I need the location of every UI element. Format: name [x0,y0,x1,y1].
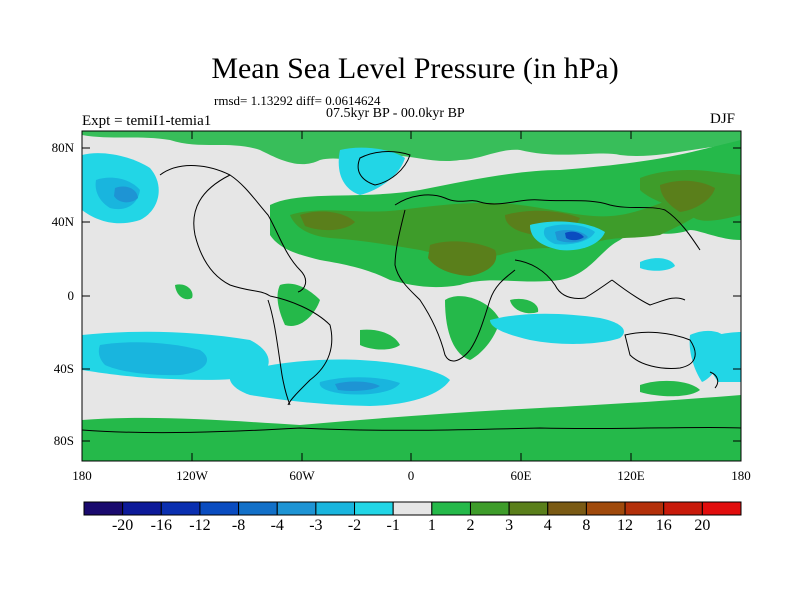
colorbar-label: -8 [231,517,246,534]
colorbar-label: 20 [694,517,711,534]
lat-label-0: 0 [67,288,75,303]
lat-label-80n: 80N [51,140,74,155]
coastlines [82,151,741,434]
lat-label-40n: 40N [51,214,74,229]
colorbar-label: -12 [189,517,211,534]
colorbar-swatch [392,501,433,516]
season-label: DJF [710,111,736,127]
colorbar-swatch [354,501,394,516]
negative-3-4-regions [114,186,588,391]
lat-ticks [82,147,741,442]
negative-4-8-regions [565,231,584,241]
lat-label-40s: 40S [53,361,74,376]
colorbar-swatch [624,501,665,516]
colorbar-swatch [199,501,240,516]
lat-label-80s: 80S [53,433,74,448]
lon-label-60e: 60E [510,468,532,483]
colorbar-swatch [663,501,703,516]
colorbar-swatch [547,501,587,516]
colorbar-swatch [508,501,549,516]
colorbar-swatch [701,501,742,516]
lon-label-180w: 180 [72,468,92,483]
colorbar-label: -4 [270,517,284,534]
colorbar-label: -16 [150,517,172,534]
colorbar-swatch [238,501,278,516]
lon-label-180e: 180 [731,468,751,483]
lon-label-120w: 120W [176,468,208,483]
stats-text: rmsd= 1.13292 diff= 0.0614624 [214,93,381,108]
colorbar-label: 8 [582,517,591,534]
colorbar-swatch [160,501,201,516]
colorbar-swatch [585,501,626,516]
plot-title: Mean Sea Level Pressure (in hPa) [211,52,619,85]
lon-label-60w: 60W [289,468,315,483]
period-label: 07.5kyr BP - 00.0kyr BP [326,106,465,121]
colorbar-label: -20 [111,517,134,534]
colorbar-label: -2 [347,517,362,534]
colorbar-swatch [431,501,471,516]
colorbar-label: 16 [655,517,672,534]
colorbar-label: 12 [617,517,634,534]
lon-ticks [191,131,632,461]
experiment-label: Expt = temiI1-temia1 [82,113,212,129]
colorbar-label: 3 [505,517,514,534]
colorbar-label: -3 [309,517,323,534]
colorbar-swatch [83,501,124,516]
pressure-map [82,131,741,461]
colorbar-label: 2 [466,517,475,534]
lon-label-120e: 120E [617,468,645,483]
colorbar [83,501,742,516]
colorbar-swatch [276,501,317,516]
lon-label-0: 0 [407,468,415,483]
colorbar-swatch [315,501,356,516]
colorbar-label: 1 [427,517,436,534]
colorbar-swatch [122,501,162,516]
colorbar-label: -1 [386,517,400,534]
colorbar-label: 4 [543,517,552,534]
colorbar-swatch [469,501,510,516]
